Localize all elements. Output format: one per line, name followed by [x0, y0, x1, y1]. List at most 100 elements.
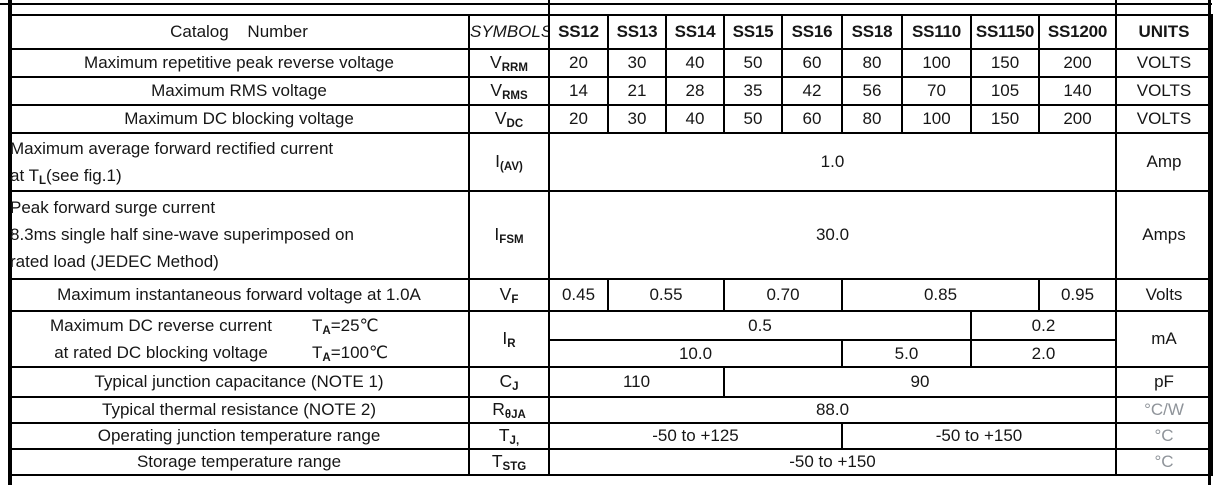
- vrms-value: 105: [970, 76, 1040, 106]
- cj-value: 90: [723, 366, 1117, 398]
- row-vf-symbol: VF: [468, 278, 550, 312]
- row-ifsm-description: Peak forward surge current 8.3ms single …: [8, 190, 470, 280]
- row-cj: Typical junction capacitance (NOTE 1) CJ…: [8, 366, 1213, 398]
- vrrm-value: 30: [607, 48, 667, 78]
- ir-value-100c: 5.0: [841, 338, 972, 368]
- rthja-unit: °C/W: [1115, 396, 1213, 424]
- row-cj-description: Typical junction capacitance (NOTE 1): [8, 366, 470, 398]
- row-tstg-symbol: TSTG: [468, 448, 550, 476]
- rthja-value: 88.0: [548, 396, 1117, 424]
- part-header-ss16: SS16: [781, 14, 843, 50]
- vdc-value: 60: [781, 104, 843, 134]
- row-vrrm-symbol: VRRM: [468, 48, 550, 78]
- row-vrrm: Maximum repetitive peak reverse voltage …: [8, 48, 1213, 78]
- iav-value: 1.0: [548, 132, 1117, 192]
- row-iav-symbol: I(AV): [468, 132, 550, 192]
- row-tj: Operating junction temperature range TJ,…: [8, 422, 1213, 450]
- vdc-value: 40: [665, 104, 725, 134]
- cj-unit: pF: [1115, 366, 1213, 398]
- row-tstg: Storage temperature range TSTG -50 to +1…: [8, 448, 1213, 476]
- vrms-value: 70: [901, 76, 972, 106]
- vrms-unit: VOLTS: [1115, 76, 1213, 106]
- ir-condition-100c: TA=100℃: [312, 342, 389, 364]
- part-header-ss18: SS18: [841, 14, 903, 50]
- tstg-unit: °C: [1115, 448, 1213, 476]
- vf-value: 0.70: [723, 278, 843, 312]
- part-header-ss1150: SS1150: [970, 14, 1040, 50]
- vf-value: 0.55: [607, 278, 725, 312]
- ratings-table: Catalog Number SYMBOLS SS12 SS13 SS14 SS…: [8, 14, 1213, 476]
- row-ir-symbol: IR: [468, 310, 550, 368]
- vrrm-value: 200: [1038, 48, 1117, 78]
- part-header-ss12: SS12: [548, 14, 609, 50]
- vrms-value: 56: [841, 76, 903, 106]
- part-header-ss13: SS13: [607, 14, 667, 50]
- vrms-value: 28: [665, 76, 725, 106]
- row-cj-symbol: CJ: [468, 366, 550, 398]
- row-vdc-description: Maximum DC blocking voltage: [8, 104, 470, 134]
- row-iav: Maximum average forward rectified curren…: [8, 132, 1213, 192]
- row-ifsm-symbol: IFSM: [468, 190, 550, 280]
- vrrm-value: 40: [665, 48, 725, 78]
- part-header-ss15: SS15: [723, 14, 783, 50]
- row-ir-description: Maximum DC reverse current TA=25℃ at rat…: [8, 310, 470, 368]
- vdc-value: 50: [723, 104, 783, 134]
- vrrm-value: 20: [548, 48, 609, 78]
- vdc-value: 20: [548, 104, 609, 134]
- row-vrms: Maximum RMS voltage VRMS 14 21 28 35 42 …: [8, 76, 1213, 106]
- vrrm-value: 50: [723, 48, 783, 78]
- ir-value-100c: 2.0: [970, 338, 1117, 368]
- row-rthja-symbol: RθJA: [468, 396, 550, 424]
- vrms-value: 21: [607, 76, 667, 106]
- tj-value: -50 to +125: [548, 422, 843, 450]
- tj-unit: °C: [1115, 422, 1213, 450]
- top-rule: [0, 3, 1212, 5]
- header-row: Catalog Number SYMBOLS SS12 SS13 SS14 SS…: [8, 14, 1213, 50]
- vrrm-value: 80: [841, 48, 903, 78]
- tstg-value: -50 to +150: [548, 448, 1117, 476]
- row-ifsm: Peak forward surge current 8.3ms single …: [8, 190, 1213, 280]
- row-iav-description: Maximum average forward rectified curren…: [8, 132, 470, 192]
- ir-condition-25c: TA=25℃: [312, 315, 379, 337]
- vrms-value: 35: [723, 76, 783, 106]
- vdc-unit: VOLTS: [1115, 104, 1213, 134]
- catalog-number-header: Catalog Number: [8, 14, 470, 50]
- row-vrms-symbol: VRMS: [468, 76, 550, 106]
- cj-value: 110: [548, 366, 725, 398]
- units-header: UNITS: [1115, 14, 1213, 50]
- row-ir: Maximum DC reverse current TA=25℃ at rat…: [8, 310, 1213, 368]
- iav-unit: Amp: [1115, 132, 1213, 192]
- vdc-value: 30: [607, 104, 667, 134]
- row-vrms-description: Maximum RMS voltage: [8, 76, 470, 106]
- vf-value: 0.95: [1038, 278, 1117, 312]
- vf-value: 0.45: [548, 278, 609, 312]
- row-rthja-description: Typical thermal resistance (NOTE 2): [8, 396, 470, 424]
- ifsm-unit: Amps: [1115, 190, 1213, 280]
- row-vrrm-description: Maximum repetitive peak reverse voltage: [8, 48, 470, 78]
- symbols-header: SYMBOLS: [468, 14, 550, 50]
- ifsm-value: 30.0: [548, 190, 1117, 280]
- row-vdc: Maximum DC blocking voltage VDC 20 30 40…: [8, 104, 1213, 134]
- vrrm-value: 100: [901, 48, 972, 78]
- vdc-value: 80: [841, 104, 903, 134]
- row-tj-description: Operating junction temperature range: [8, 422, 470, 450]
- row-tj-symbol: TJ,: [468, 422, 550, 450]
- vrrm-unit: VOLTS: [1115, 48, 1213, 78]
- vdc-value: 150: [970, 104, 1040, 134]
- ir-value-25c: 0.2: [970, 310, 1117, 341]
- row-tstg-description: Storage temperature range: [8, 448, 470, 476]
- vrrm-value: 60: [781, 48, 843, 78]
- column-tick: [548, 0, 550, 16]
- row-vdc-symbol: VDC: [468, 104, 550, 134]
- vf-value: 0.85: [841, 278, 1040, 312]
- row-rthja: Typical thermal resistance (NOTE 2) RθJA…: [8, 396, 1213, 424]
- part-header-ss14: SS14: [665, 14, 725, 50]
- vdc-value: 200: [1038, 104, 1117, 134]
- ir-value-100c: 10.0: [548, 338, 843, 368]
- part-header-ss1200: SS1200: [1038, 14, 1117, 50]
- ir-unit: mA: [1115, 310, 1213, 368]
- vf-unit: Volts: [1115, 278, 1213, 312]
- vrms-value: 42: [781, 76, 843, 106]
- row-vf-description: Maximum instantaneous forward voltage at…: [8, 278, 470, 312]
